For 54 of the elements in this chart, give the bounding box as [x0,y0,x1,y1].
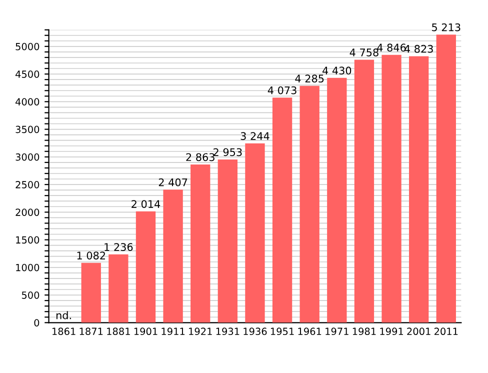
data-label: 2 407 [158,178,188,186]
bar [327,78,347,323]
x-tick-label: 1936 [244,328,267,336]
x-tick-label: 2001 [407,328,430,336]
data-label: 1 082 [77,252,105,260]
data-label: 2 014 [132,200,160,208]
data-label: 2 863 [186,153,214,162]
data-label: 4 285 [295,74,324,83]
bar [136,211,156,323]
y-tick-label: 3500 [16,126,40,134]
x-tick-label: 1861 [52,328,76,336]
x-tick-label: 1961 [298,328,322,336]
y-tick-label: 1000 [16,264,40,272]
data-label: 3 244 [240,132,270,140]
y-tick-label: 0 [34,319,40,326]
x-tick-label: 1991 [380,328,403,336]
y-tick-label: 4500 [16,70,40,78]
bar [190,164,210,323]
data-label: 2 953 [214,148,242,156]
bar [436,34,456,323]
bar [81,262,101,323]
bar [300,86,320,323]
bar [382,54,402,323]
bar [409,56,429,323]
text: nd. [56,311,71,320]
data-label: 1 236 [104,243,133,251]
y-tick-label: 2000 [16,208,40,216]
x-tick-label: 1881 [107,328,130,336]
y-tick-label: 4000 [16,98,40,106]
x-tick-label: 1951 [270,328,294,336]
bar [245,143,265,323]
x-tick-label: 1921 [189,328,212,336]
y-tick-label: 500 [22,292,40,299]
y-tick-label: 3000 [16,153,40,161]
x-tick-label: 2011 [434,328,458,336]
bar [218,160,238,323]
data-label: 4 846 [377,44,406,52]
x-tick-label: 1901 [134,328,158,336]
data-label: 5 213 [432,23,460,32]
data-label: 4 430 [322,66,352,75]
bar [108,254,128,323]
x-tick-label: 1971 [326,328,348,336]
x-tick-label: 1981 [352,328,376,336]
data-label: 4 758 [350,48,378,56]
x-tick-label: 1911 [162,328,185,336]
y-tick-label: 1500 [16,236,40,244]
y-tick-label: 5000 [16,42,40,50]
bar [354,60,374,323]
x-tick-label: 1871 [80,328,103,336]
bar [163,190,183,323]
bar [272,98,292,323]
x-tick-label: 1931 [216,328,240,336]
data-label: 4 073 [268,86,296,94]
y-tick-label: 2500 [16,181,40,188]
